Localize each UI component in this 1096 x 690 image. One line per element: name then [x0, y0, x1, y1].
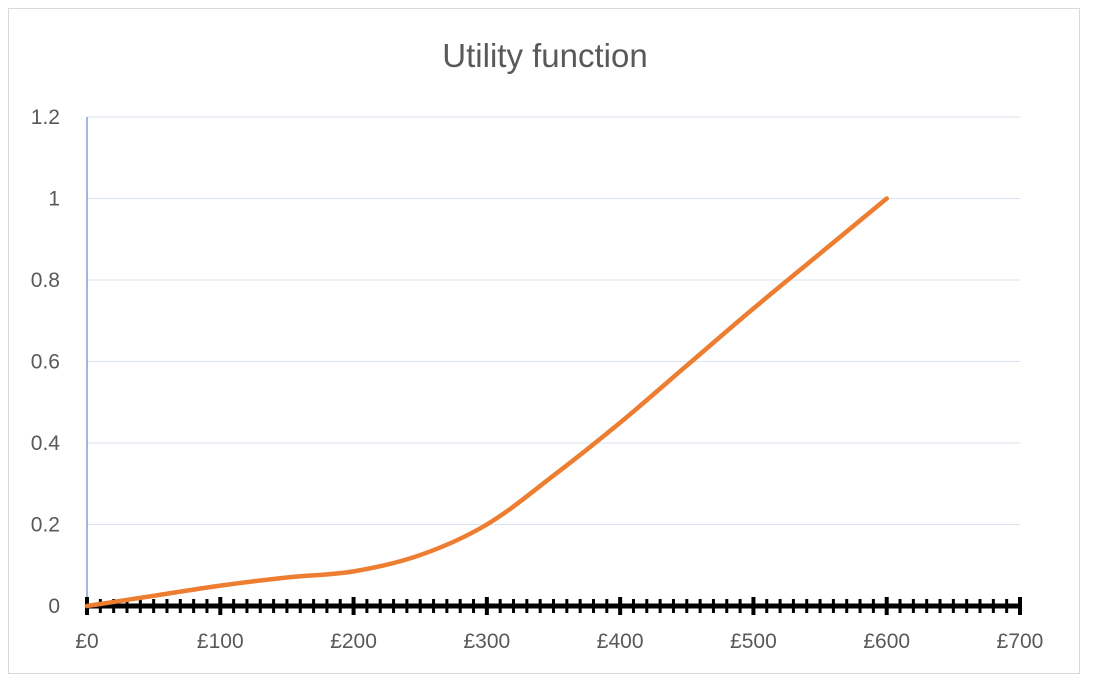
x-tick-label: £500 — [730, 630, 777, 653]
x-tick-label: £200 — [330, 630, 377, 653]
x-tick-label: £100 — [197, 630, 244, 653]
y-tick-label: 0.4 — [31, 432, 61, 455]
chart-title: Utility function — [442, 37, 647, 74]
x-tick-label: £400 — [597, 630, 644, 653]
x-axis-tick-labels: £0 £100 £200 £300 £400 £500 £600 £700 — [75, 630, 1043, 653]
y-tick-label: 0.6 — [31, 351, 60, 374]
y-tick-label: 1 — [48, 188, 60, 211]
y-tick-label: 0.8 — [31, 269, 60, 292]
gridlines — [87, 116, 1020, 525]
x-tick-label: £600 — [863, 630, 910, 653]
series-line — [84, 196, 889, 609]
x-tick-label: £300 — [463, 630, 510, 653]
x-tick-label: £700 — [997, 630, 1044, 653]
y-tick-label: 0.2 — [31, 514, 60, 537]
x-tick-label: £0 — [75, 630, 98, 653]
y-axis-tick-labels: 0 0.2 0.4 0.6 0.8 1 1.2 — [31, 106, 61, 618]
y-tick-label: 0 — [48, 595, 60, 618]
x-axis — [85, 597, 1022, 615]
y-tick-label: 1.2 — [31, 106, 60, 129]
chart-frame — [8, 8, 1080, 674]
series-group — [84, 196, 889, 609]
